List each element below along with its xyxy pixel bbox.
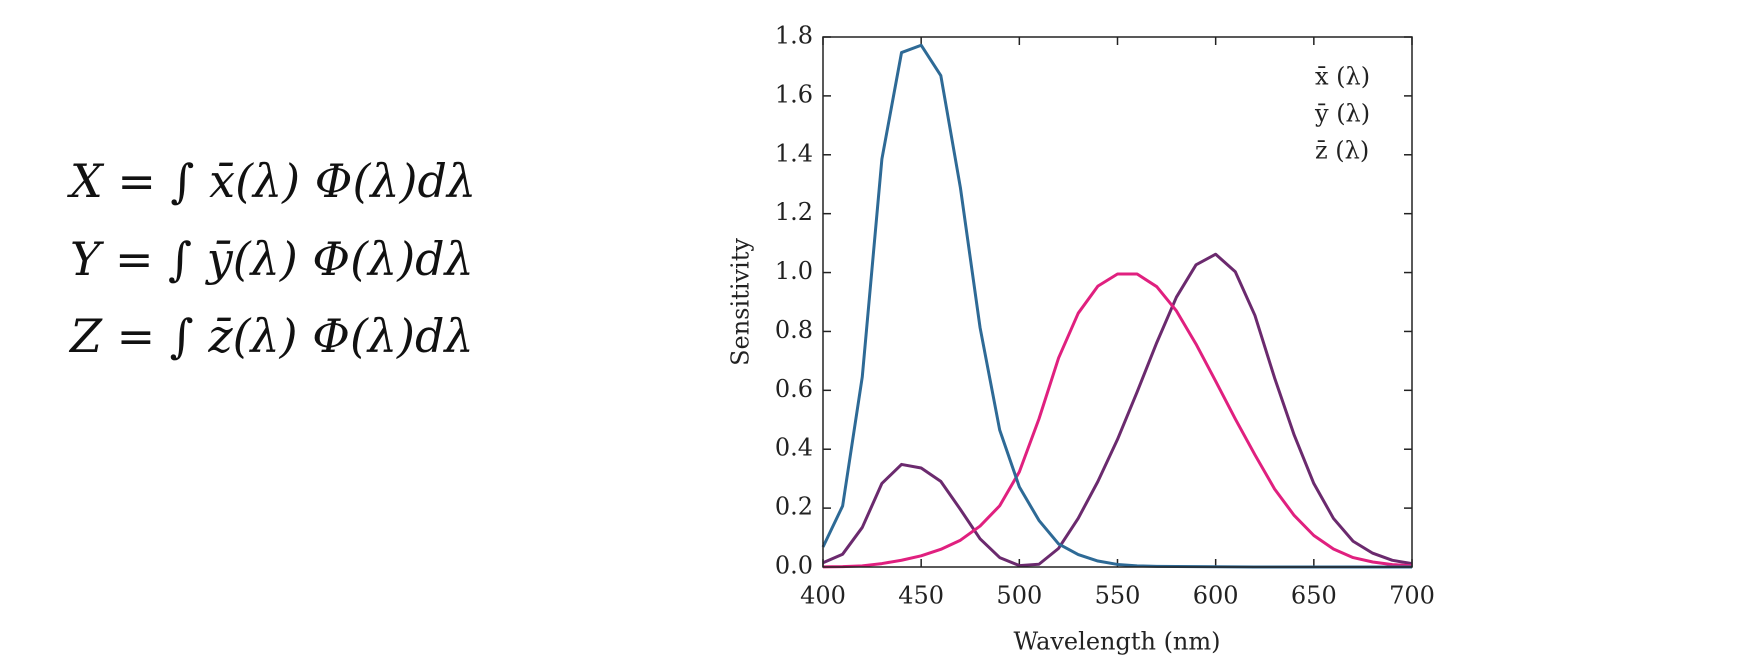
equation: X = ∫ x̄(λ) Φ(λ)dλ xyxy=(67,154,476,208)
x-tick-label: 500 xyxy=(996,582,1042,610)
y-tick-label: 0.2 xyxy=(775,493,813,521)
x-tick-label: 550 xyxy=(1095,582,1141,610)
y-tick-label: 1.2 xyxy=(775,198,813,226)
legend-entry: ȳ (λ) xyxy=(1314,100,1370,128)
y-tick-label: 1.6 xyxy=(775,80,813,108)
x-axis-label: Wavelength (nm) xyxy=(1013,628,1220,656)
y-tick-label: 1.8 xyxy=(775,22,813,50)
equation: Y = ∫ ȳ(λ) Φ(λ)dλ xyxy=(70,232,474,286)
y-tick-label: 0.0 xyxy=(775,552,813,580)
y-tick-label: 0.4 xyxy=(775,434,813,462)
y-tick-label: 0.8 xyxy=(775,316,813,344)
y-tick-label: 1.4 xyxy=(775,139,813,167)
equation: Z = ∫ z̄(λ) Φ(λ)dλ xyxy=(68,309,474,363)
x-tick-label: 600 xyxy=(1193,582,1239,610)
x-tick-label: 400 xyxy=(800,582,846,610)
y-tick-label: 1.0 xyxy=(775,257,813,285)
series-line xyxy=(822,252,1413,568)
y-tick-label: 0.6 xyxy=(775,375,813,403)
plot-frame xyxy=(822,36,1413,568)
x-tick-label: 450 xyxy=(898,582,944,610)
x-tick-label: 650 xyxy=(1291,582,1337,610)
legend-entry: x̄ (λ) xyxy=(1315,63,1370,91)
series-line xyxy=(822,272,1413,569)
legend-entry: z̄ (λ) xyxy=(1315,137,1369,165)
x-tick-label: 700 xyxy=(1389,582,1435,610)
y-axis-label: Sensitivity xyxy=(727,238,755,366)
